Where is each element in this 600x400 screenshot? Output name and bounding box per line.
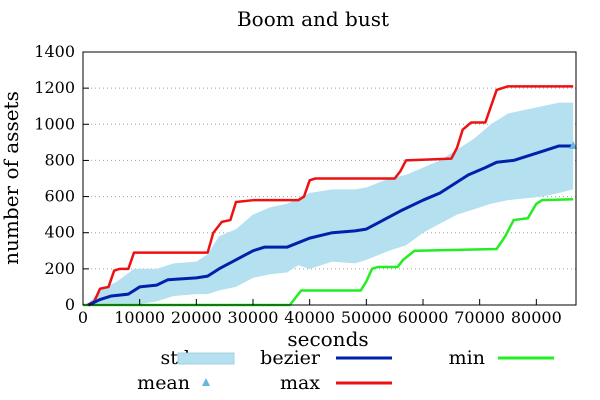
x-tick-label: 20000 — [171, 308, 222, 327]
x-tick-label: 70000 — [454, 308, 505, 327]
y-tick-label: 200 — [44, 259, 75, 278]
x-axis-label: seconds — [287, 327, 368, 351]
y-tick-label: 800 — [44, 150, 75, 169]
std-band-layer — [88, 102, 574, 305]
x-tick-label: 10000 — [114, 308, 165, 327]
y-tick-label: 1000 — [34, 114, 75, 133]
chart-title: Boom and bust — [237, 7, 389, 31]
series-min-line — [83, 198, 574, 307]
y-tick-label: 400 — [44, 223, 75, 242]
axis-ticks: 0 200 400 600 800 1000 1200 1400 0 10000 20000 3000… — [34, 42, 562, 327]
plot-frame — [82, 51, 577, 306]
x-tick-label: 30000 — [228, 308, 279, 327]
legend-sample-std — [177, 352, 235, 365]
y-tick-label: 0 — [65, 295, 75, 314]
legend-label-bezier: bezier — [260, 347, 321, 369]
series-bezier-line — [88, 144, 574, 307]
y-tick-label: 600 — [44, 187, 75, 206]
y-tick-label: 1400 — [34, 42, 75, 61]
x-tick-label: 80000 — [511, 308, 562, 327]
x-tick-label: 40000 — [284, 308, 335, 327]
y-tick-label: 1200 — [34, 78, 75, 97]
x-tick-label: 60000 — [398, 308, 449, 327]
legend-sample-mean — [202, 378, 210, 386]
x-tick-label: 0 — [78, 308, 88, 327]
mean-markers — [569, 140, 578, 149]
legend-label-mean: mean — [137, 372, 190, 394]
legend-label-max: max — [280, 372, 320, 394]
series-mean-marker — [569, 140, 578, 149]
legend-label-min: min — [449, 347, 485, 369]
series-lines — [83, 85, 574, 307]
x-tick-label: 50000 — [341, 308, 392, 327]
y-axis-label: number of assets — [0, 91, 23, 265]
series-std-band — [88, 102, 574, 305]
series-max-line — [86, 85, 574, 307]
